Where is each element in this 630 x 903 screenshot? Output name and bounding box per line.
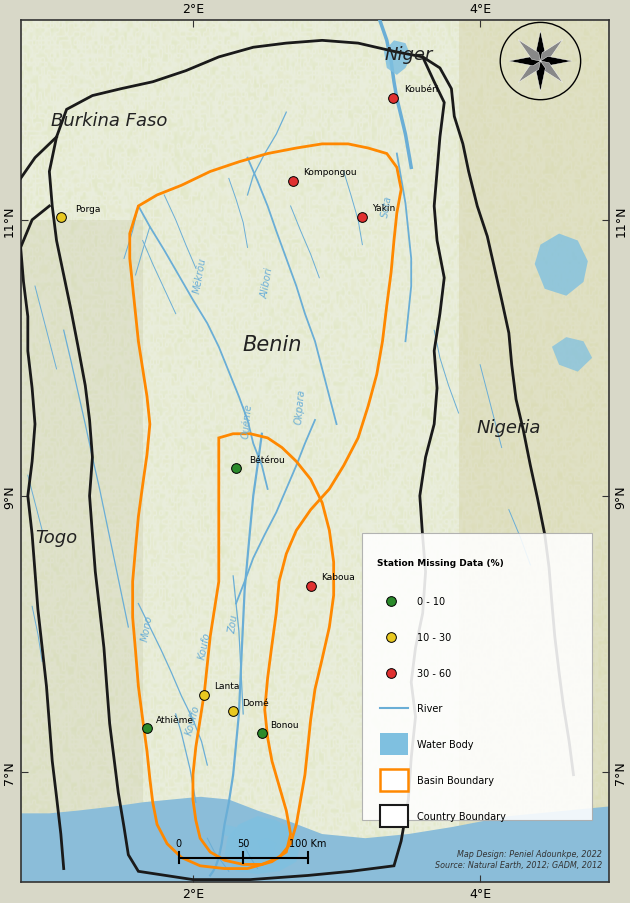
Text: Benin: Benin: [242, 335, 302, 355]
Polygon shape: [224, 816, 301, 874]
Polygon shape: [258, 838, 276, 855]
Text: Athième: Athième: [156, 715, 193, 724]
Text: Togo: Togo: [35, 528, 77, 546]
Bar: [380, 733, 408, 756]
Text: Lanta: Lanta: [214, 682, 240, 691]
Text: Niger: Niger: [384, 46, 433, 64]
Text: Yakin: Yakin: [372, 203, 396, 212]
Text: Water Body: Water Body: [417, 740, 474, 749]
Text: Mékröu: Mékröu: [192, 257, 208, 294]
Bar: [380, 769, 408, 791]
Text: Zou: Zou: [227, 613, 239, 633]
Text: Map Design: Peniel Adounkpe, 2022
Source: Natural Earth, 2012; GADM, 2012: Map Design: Peniel Adounkpe, 2022 Source…: [435, 849, 602, 869]
Polygon shape: [518, 41, 541, 62]
Text: Domé: Domé: [242, 698, 268, 707]
Polygon shape: [509, 57, 541, 67]
Text: Mono: Mono: [140, 613, 154, 641]
Polygon shape: [536, 62, 546, 92]
Text: Kompongou: Kompongou: [304, 167, 357, 176]
Text: Kaboua: Kaboua: [321, 573, 355, 582]
Text: 30 - 60: 30 - 60: [417, 668, 451, 678]
Text: Basin Boundary: Basin Boundary: [417, 776, 494, 786]
Text: 50: 50: [237, 839, 249, 849]
Polygon shape: [541, 41, 563, 62]
Polygon shape: [535, 235, 588, 296]
Polygon shape: [459, 21, 609, 882]
Text: Country Boundary: Country Boundary: [417, 811, 506, 821]
Bar: [380, 805, 408, 827]
Text: Koubéri: Koubéri: [404, 85, 438, 94]
Polygon shape: [222, 824, 236, 838]
Polygon shape: [21, 220, 142, 882]
Polygon shape: [536, 32, 546, 62]
Text: River: River: [417, 703, 442, 713]
Polygon shape: [384, 42, 411, 76]
Text: Okpara: Okpara: [294, 388, 307, 424]
Text: Station Missing Data (%): Station Missing Data (%): [377, 558, 503, 567]
Text: 100 Km: 100 Km: [289, 839, 326, 849]
Text: Sota: Sota: [380, 195, 394, 219]
Text: Porga: Porga: [75, 205, 101, 214]
Polygon shape: [21, 796, 609, 882]
Text: Koufo: Koufo: [197, 631, 212, 660]
Text: 0: 0: [176, 839, 181, 849]
Text: 0 - 10: 0 - 10: [417, 596, 445, 606]
Polygon shape: [552, 338, 592, 372]
Text: Burkina Faso: Burkina Faso: [52, 112, 168, 130]
Text: 10 - 30: 10 - 30: [417, 632, 451, 642]
Text: Nigeria: Nigeria: [477, 418, 541, 436]
Text: Alibori: Alibori: [260, 266, 275, 299]
Text: Kouffo: Kouffo: [184, 703, 202, 736]
Polygon shape: [541, 57, 572, 67]
Polygon shape: [518, 62, 541, 83]
FancyBboxPatch shape: [362, 534, 592, 820]
Text: Bonou: Bonou: [270, 721, 299, 730]
Polygon shape: [541, 62, 563, 83]
Text: Ouémé: Ouémé: [241, 403, 254, 439]
Text: Bétérou: Bétérou: [249, 456, 285, 465]
